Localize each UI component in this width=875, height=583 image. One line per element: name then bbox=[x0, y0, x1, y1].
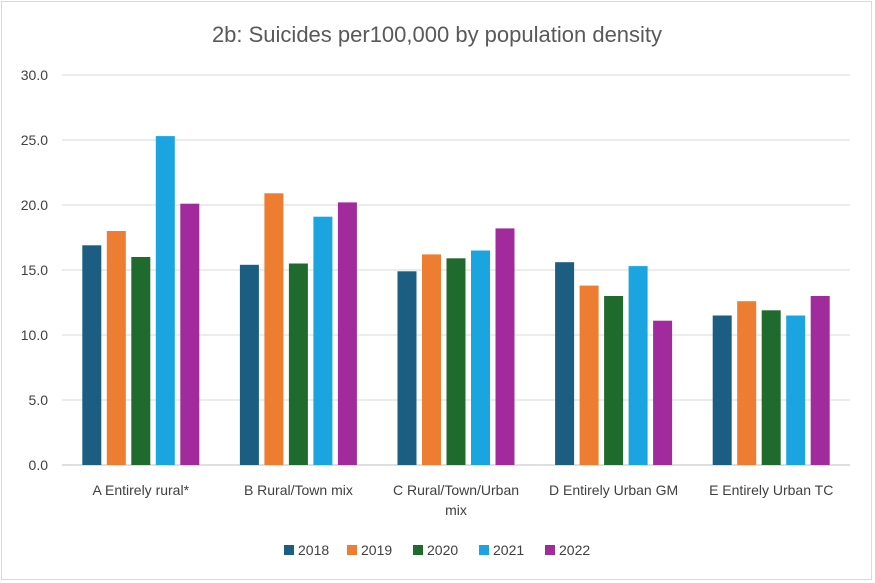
bar-2018 bbox=[397, 271, 417, 465]
legend-label-2021: 2021 bbox=[493, 542, 524, 558]
legend-swatch-2021 bbox=[479, 545, 489, 555]
legend-label-2020: 2020 bbox=[427, 542, 458, 558]
bar-2022 bbox=[810, 296, 830, 465]
y-tick-label: 20.0 bbox=[21, 197, 48, 213]
chart-title: 2b: Suicides per100,000 by population de… bbox=[212, 22, 662, 47]
legend-swatch-2018 bbox=[284, 545, 294, 555]
y-tick-label: 30.0 bbox=[21, 67, 48, 83]
bar-2022 bbox=[653, 320, 673, 465]
bar-2020 bbox=[288, 263, 308, 465]
bar-2020 bbox=[604, 296, 624, 465]
bar-2019 bbox=[422, 254, 441, 465]
x-tick-label: C Rural/Town/Urban mix bbox=[393, 482, 519, 518]
bar-2019 bbox=[579, 285, 599, 465]
legend-swatch-2019 bbox=[347, 545, 357, 555]
y-tick-label: 0.0 bbox=[29, 457, 49, 473]
x-tick-label: A Entirely rural* bbox=[93, 482, 190, 498]
bar-2018 bbox=[239, 264, 259, 465]
y-tick-label: 5.0 bbox=[29, 392, 49, 408]
y-tick-label: 25.0 bbox=[21, 132, 48, 148]
bar-2021 bbox=[313, 216, 333, 465]
legend-swatch-2020 bbox=[413, 545, 423, 555]
bar-2019 bbox=[106, 231, 126, 465]
x-tick-label: B Rural/Town mix bbox=[244, 482, 353, 498]
bar-2019 bbox=[737, 301, 757, 465]
bar-2019 bbox=[264, 193, 284, 466]
legend-label-2018: 2018 bbox=[298, 542, 329, 558]
y-tick-label: 15.0 bbox=[21, 262, 48, 278]
bar-2021 bbox=[786, 315, 806, 465]
y-tick-label: 10.0 bbox=[21, 327, 48, 343]
legend-label-2019: 2019 bbox=[361, 542, 392, 558]
bar-2020 bbox=[131, 257, 151, 465]
bar-2021 bbox=[628, 266, 648, 465]
bar-2022 bbox=[337, 202, 357, 465]
bar-2022 bbox=[180, 203, 200, 465]
y-axis: 0.0 5.0 10.0 15.0 20.0 25.0 30.0 bbox=[21, 67, 48, 473]
legend-label-2022: 2022 bbox=[559, 542, 590, 558]
bar-2018 bbox=[712, 315, 732, 465]
x-tick-label: D Entirely Urban GM bbox=[549, 482, 678, 498]
x-axis: A Entirely rural* B Rural/Town mix C Rural… bbox=[93, 482, 834, 518]
x-tick-label: E Entirely Urban TC bbox=[709, 482, 833, 498]
bar-2018 bbox=[555, 262, 575, 465]
bar-2020 bbox=[446, 258, 466, 465]
legend-swatch-2022 bbox=[545, 545, 555, 555]
bar-2018 bbox=[82, 245, 102, 465]
bar-2022 bbox=[495, 228, 515, 465]
bars bbox=[82, 136, 830, 466]
legend: 2018 2019 2020 2021 2022 bbox=[284, 542, 590, 558]
bar-2021 bbox=[471, 250, 490, 465]
bar-2020 bbox=[761, 310, 781, 465]
bar-2021 bbox=[155, 136, 175, 465]
